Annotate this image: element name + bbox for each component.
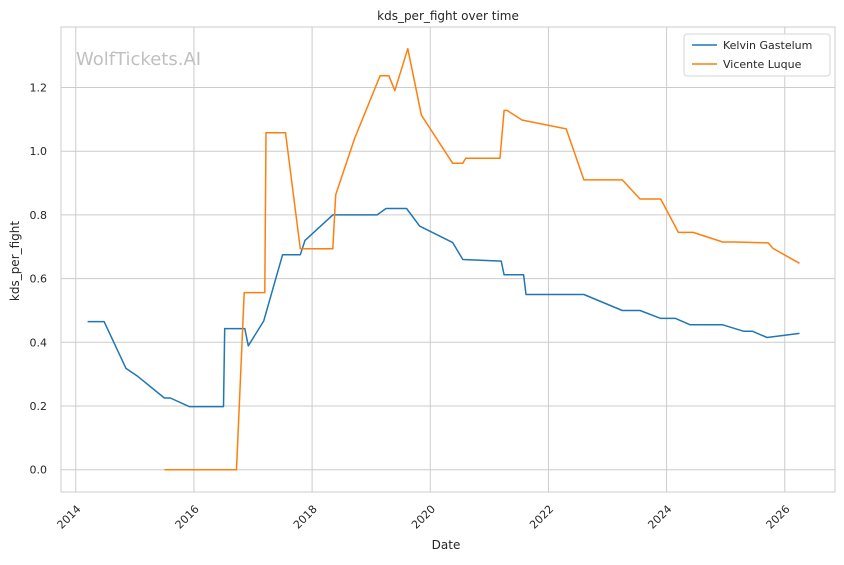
y-tick-label: 0.8 xyxy=(30,209,48,222)
chart-title: kds_per_fight over time xyxy=(377,9,519,23)
grid xyxy=(61,27,835,492)
y-tick-label: 0.4 xyxy=(30,336,48,349)
legend-label-kelvin-gastelum: Kelvin Gastelum xyxy=(723,39,812,52)
y-tick-label: 0.0 xyxy=(30,464,48,477)
y-axis-label: kds_per_fight xyxy=(8,221,22,302)
y-tick-labels: 0.0 0.2 0.4 0.6 0.8 1.0 1.2 xyxy=(30,82,48,477)
series-line-vicente-luque xyxy=(164,47,800,471)
x-axis-label: Date xyxy=(432,538,461,552)
y-tick-label: 0.6 xyxy=(30,273,48,286)
legend-label-vicente-luque: Vicente Luque xyxy=(723,58,802,71)
legend-box xyxy=(683,33,831,77)
y-tick-label: 0.2 xyxy=(30,400,48,413)
legend: Kelvin Gastelum Vicente Luque xyxy=(683,33,831,77)
y-tick-label: 1.0 xyxy=(30,145,48,158)
watermark: WolfTickets.AI xyxy=(76,49,201,70)
plot-frame xyxy=(60,26,836,493)
series-line-kelvin-gastelum xyxy=(87,207,800,408)
series-layer xyxy=(87,47,800,471)
y-tick-label: 1.2 xyxy=(30,82,48,95)
